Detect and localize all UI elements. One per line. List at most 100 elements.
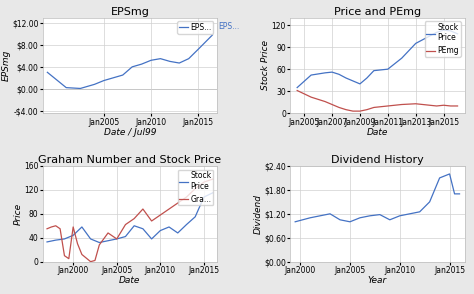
Gra... <box>131 217 137 220</box>
Legend: Stock
Price, PEmg: Stock Price, PEmg <box>425 21 461 57</box>
Legend: EPS...: EPS... <box>177 21 213 34</box>
Line: Stock
Price: Stock Price <box>297 30 457 88</box>
PEmg <box>308 95 314 99</box>
Stock
Price <box>157 229 163 232</box>
Gra... <box>157 213 163 217</box>
Gra... <box>192 187 198 191</box>
Gra... <box>97 243 102 247</box>
X-axis label: Year: Year <box>368 276 387 285</box>
PEmg <box>448 104 454 108</box>
Gra... <box>114 237 119 241</box>
Gra... <box>175 201 181 205</box>
Gra... <box>62 254 67 258</box>
PEmg <box>385 104 391 108</box>
Gra... <box>79 253 85 256</box>
Stock
Price <box>114 237 119 241</box>
PEmg <box>350 109 356 113</box>
Stock
Price <box>88 237 93 241</box>
Line: Gra...: Gra... <box>47 179 213 262</box>
Gra... <box>92 259 98 262</box>
PEmg <box>322 100 328 103</box>
PEmg <box>427 103 432 107</box>
Stock
Price <box>329 70 335 74</box>
Gra... <box>183 195 189 199</box>
Stock
Price <box>123 235 128 238</box>
Gra... <box>149 219 155 223</box>
PEmg <box>434 104 439 108</box>
PEmg <box>343 108 349 111</box>
Stock
Price <box>336 73 342 76</box>
Stock
Price <box>350 79 356 83</box>
Y-axis label: Stock Price: Stock Price <box>261 41 270 91</box>
Stock
Price <box>413 42 419 45</box>
Gra... <box>44 227 50 230</box>
Gra... <box>201 180 207 184</box>
Stock
Price <box>140 227 146 230</box>
Stock
Price <box>399 56 405 60</box>
Stock
Price <box>79 225 85 229</box>
Stock
Price <box>62 237 67 241</box>
Gra... <box>53 224 59 228</box>
Y-axis label: EPSmg: EPSmg <box>1 50 10 81</box>
Stock
Price <box>105 239 111 243</box>
Stock
Price <box>294 86 300 89</box>
PEmg <box>336 106 342 109</box>
Gra... <box>70 225 76 229</box>
Stock
Price <box>448 29 454 33</box>
Stock
Price <box>53 238 59 242</box>
Stock
Price <box>201 195 207 199</box>
Stock
Price <box>308 73 314 77</box>
Stock
Price <box>210 191 216 195</box>
PEmg <box>294 89 300 92</box>
Stock
Price <box>44 240 50 244</box>
Stock
Price <box>441 29 447 32</box>
PEmg <box>371 106 377 109</box>
Gra... <box>123 223 128 226</box>
Stock
Price <box>385 67 391 71</box>
PEmg <box>399 103 405 106</box>
Stock
Price <box>131 224 137 228</box>
Title: EPSmg: EPSmg <box>110 7 149 17</box>
Stock
Price <box>97 241 102 244</box>
Gra... <box>88 260 93 263</box>
Stock
Price <box>70 233 76 237</box>
Stock
Price <box>357 82 363 86</box>
Gra... <box>48 225 54 229</box>
Line: Stock
Price: Stock Price <box>47 193 213 243</box>
PEmg <box>413 102 419 106</box>
Stock
Price <box>364 76 370 80</box>
Legend: Stock
Price, Gra...: Stock Price, Gra... <box>178 170 213 205</box>
Stock
Price <box>343 76 349 80</box>
Y-axis label: Price: Price <box>14 203 23 225</box>
Gra... <box>166 207 172 211</box>
Title: Price and PEmg: Price and PEmg <box>334 7 421 17</box>
Gra... <box>57 227 63 230</box>
Stock
Price <box>322 71 328 75</box>
Stock
Price <box>149 237 155 241</box>
Stock
Price <box>455 32 460 36</box>
Stock
Price <box>192 215 198 218</box>
Y-axis label: Dividend: Dividend <box>254 194 263 234</box>
PEmg <box>441 103 447 107</box>
PEmg <box>364 108 370 111</box>
PEmg <box>329 103 335 106</box>
Gra... <box>66 257 72 260</box>
Stock
Price <box>183 223 189 226</box>
Gra... <box>105 231 111 235</box>
PEmg <box>357 109 363 113</box>
Title: Dividend History: Dividend History <box>331 155 424 165</box>
Stock
Price <box>427 34 432 38</box>
Stock
Price <box>166 225 172 229</box>
Text: EPS...: EPS... <box>219 22 240 31</box>
X-axis label: Date: Date <box>367 128 388 137</box>
Stock
Price <box>371 69 377 72</box>
Gra... <box>140 207 146 211</box>
Line: PEmg: PEmg <box>297 91 457 111</box>
PEmg <box>455 104 460 108</box>
Stock
Price <box>434 31 439 34</box>
Title: Graham Number and Stock Price: Graham Number and Stock Price <box>38 155 221 165</box>
X-axis label: Date / Jul99: Date / Jul99 <box>104 128 156 137</box>
X-axis label: Date: Date <box>119 276 140 285</box>
Gra... <box>210 177 216 181</box>
Stock
Price <box>175 231 181 235</box>
